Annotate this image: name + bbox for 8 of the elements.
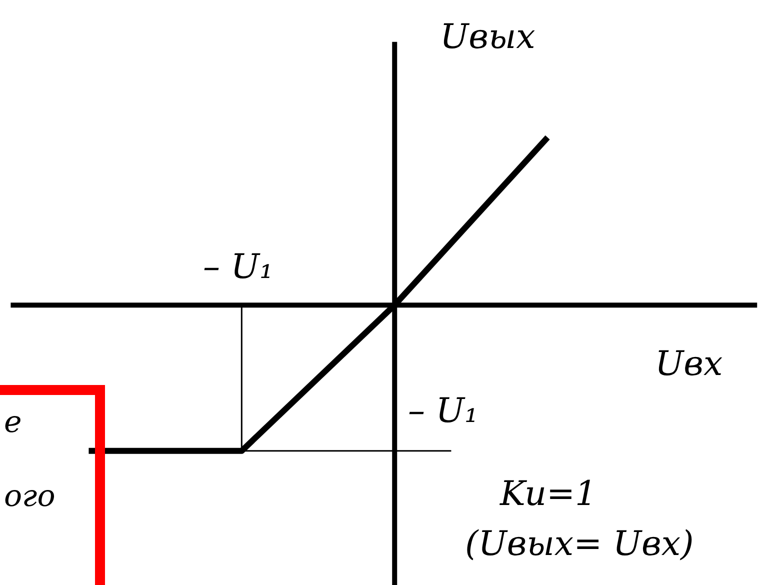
text: Ku=1	[499, 474, 597, 514]
x-axis-title: Uвх	[655, 344, 723, 384]
annotation: – U₁	[408, 391, 478, 431]
annotation: – U₁	[203, 247, 274, 287]
text: (Uвых= Uвх)	[465, 524, 694, 564]
annotation: е	[4, 405, 22, 440]
text: ого	[4, 479, 56, 514]
y-axis-title: Uвых	[440, 17, 536, 57]
